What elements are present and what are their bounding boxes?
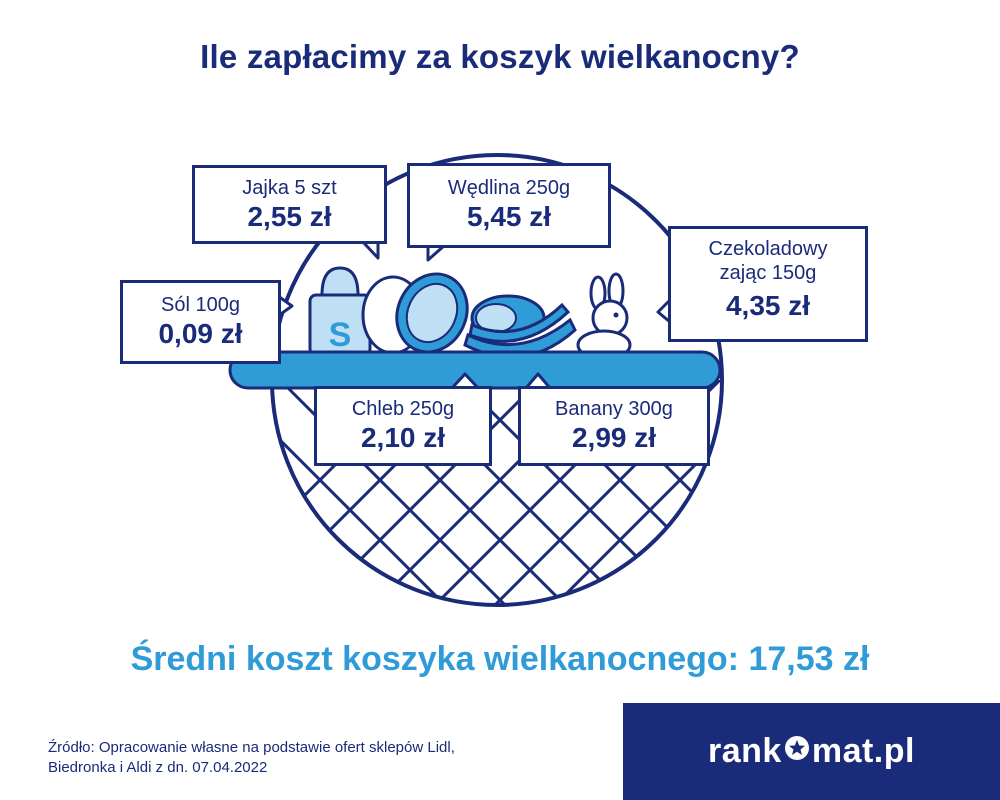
bubble-pointers [277,239,672,390]
brand-banner: rank mat.pl [623,703,1000,800]
average-cost-summary: Średni koszt koszyka wielkanocnego: 17,5… [130,640,870,678]
item-eggs-label: Jajka 5 szt [242,177,337,199]
salt-shaker-icon: S [308,266,372,357]
brand-text-part2: mat.pl [811,732,915,770]
item-eggs-price: 2,55 zł [247,201,332,232]
brand-logo: rank mat.pl [708,732,915,771]
brand-text-part1: rank [708,732,782,770]
item-bunny-label-line1: Czekoladowy [708,238,828,260]
item-bunny-label-line2: zając 150g [719,262,817,284]
item-bunny-price: 4,35 zł [725,290,811,321]
item-salt-label: Sól 100g [161,294,240,316]
source-line-1: Źródło: Opracowanie własne na podstawie … [48,739,455,756]
svg-text:S: S [329,316,352,354]
item-bread-label: Chleb 250g [351,398,455,420]
item-ham-bubble: Wędlina 250g 5,45 zł [407,163,611,248]
source-note: Źródło: Opracowanie własne na podstawie … [48,738,588,778]
item-salt-price: 0,09 zł [158,318,243,349]
item-ham-price: 5,45 zł [466,201,552,232]
item-bread-bubble: Chleb 250g 2,10 zł [314,386,492,466]
source-line-2: Biedronka i Aldi z dn. 07.04.2022 [48,759,268,776]
item-bananas-price: 2,99 zł [571,422,657,453]
item-salt-bubble: Sól 100g 0,09 zł [120,280,281,364]
star-icon [783,732,811,771]
item-eggs-bubble: Jajka 5 szt 2,55 zł [192,165,387,244]
item-bananas-bubble: Banany 300g 2,99 zł [518,386,710,466]
page-title: Ile zapłacimy za koszyk wielkanocny? [200,38,800,75]
bread-icon [395,272,469,354]
item-bread-price: 2,10 zł [360,422,446,453]
basket-weave [272,380,722,605]
item-ham-label: Wędlina 250g [447,177,571,199]
basket-bowl-outline [270,379,724,607]
chocolate-bunny-icon [576,272,632,361]
item-bananas-label: Banany 300g [555,398,673,420]
item-bunny-bubble: Czekoladowy zając 150g 4,35 zł [668,226,868,342]
